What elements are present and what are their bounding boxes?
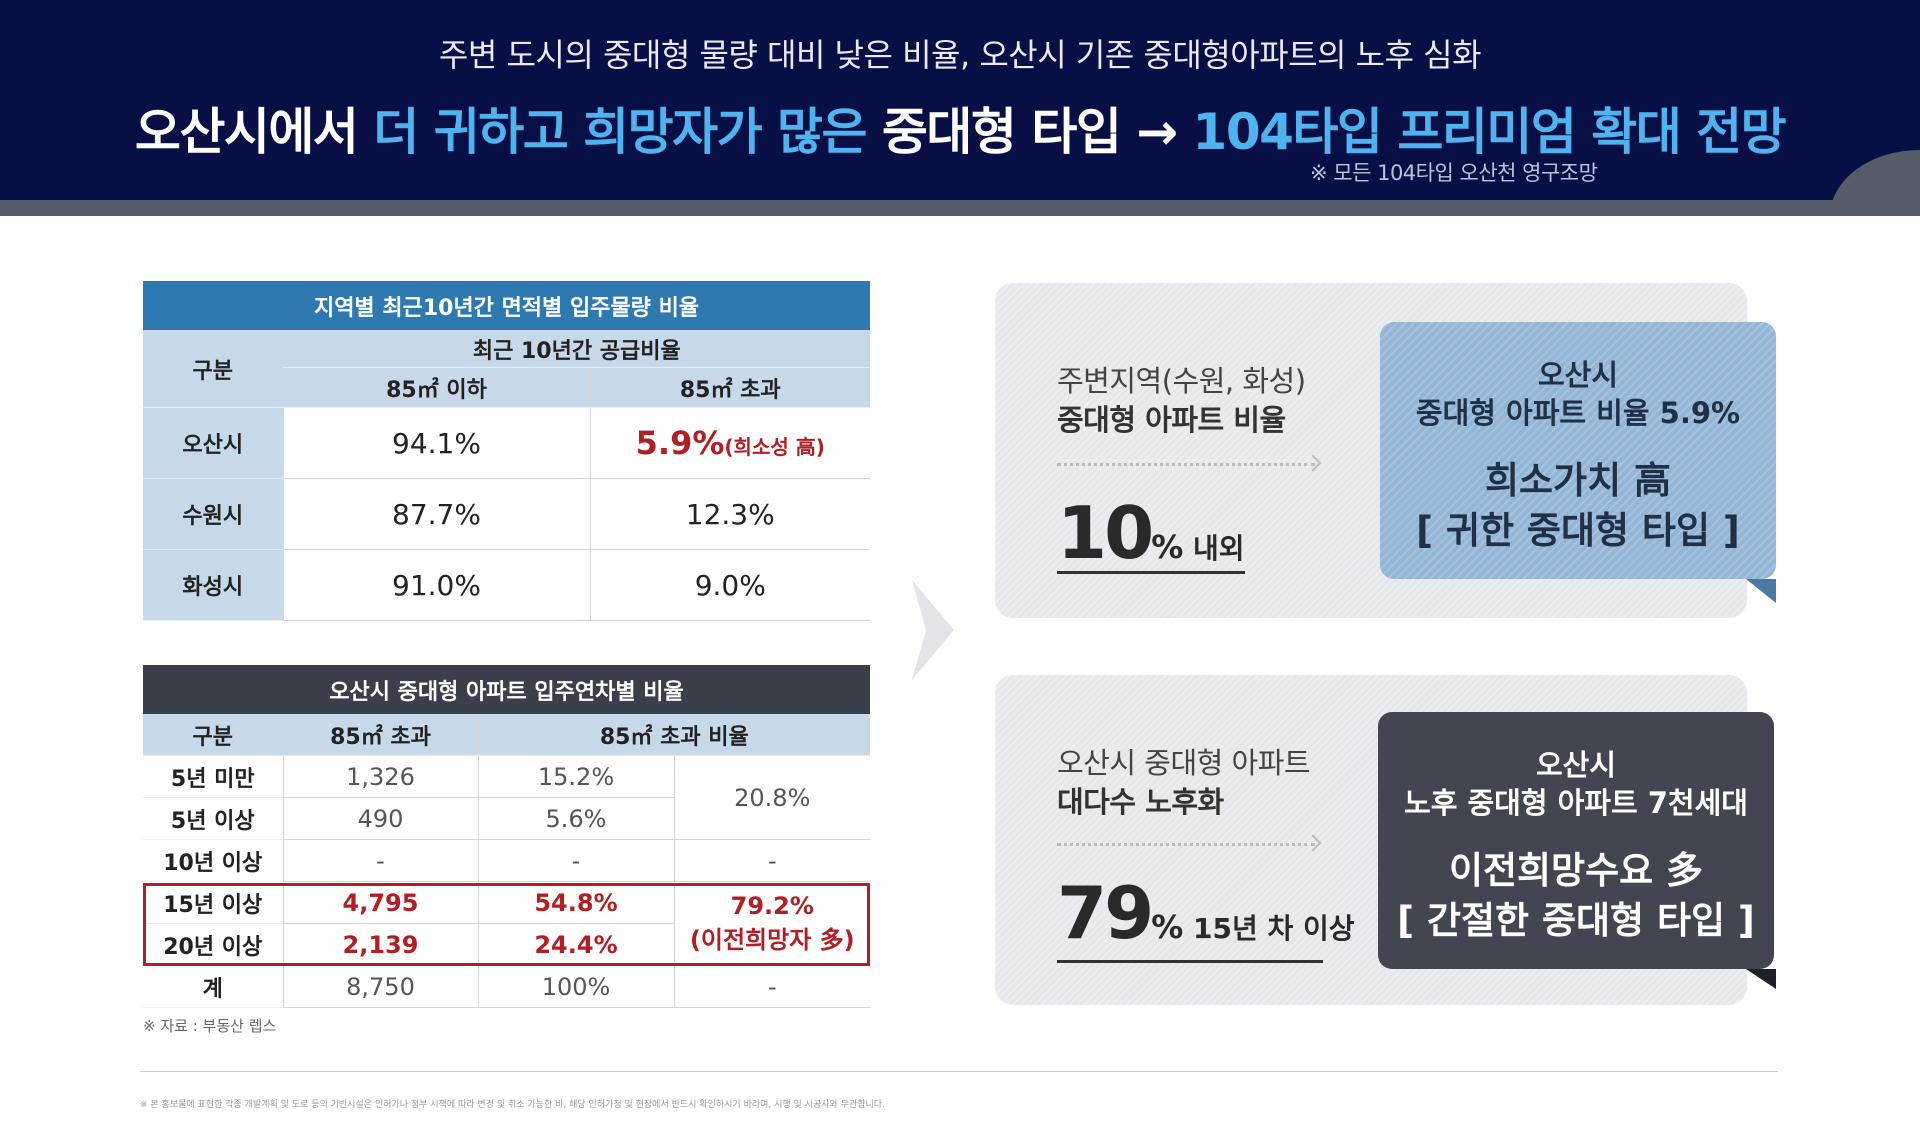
- rarity-note: (희소성 高): [724, 435, 825, 459]
- region-label: 오산시: [143, 407, 283, 479]
- header-banner: [0, 0, 1920, 200]
- title-highlight2: 104타입 프리미엄 확대 전망: [1192, 103, 1787, 161]
- callout1-line1: 오산시: [1537, 358, 1619, 392]
- age-label: 15년 이상: [143, 881, 283, 924]
- region-supply-table: 지역별 최근10년간 면적별 입주물량 비율 구분 최근 10년간 공급비율 8…: [143, 281, 871, 621]
- table-row: 계 8,750 100% -: [143, 965, 871, 1008]
- unit-ratio: -: [477, 839, 674, 882]
- unit-count: 490: [282, 797, 478, 840]
- unit-ratio: 5.6%: [477, 797, 674, 840]
- header-band: [0, 200, 1920, 216]
- table-row: 5년 이상 490 5.6%: [143, 797, 870, 840]
- dotted-arrow: [1057, 843, 1315, 846]
- source-note: ※ 자료 : 부동산 렙스: [143, 1017, 277, 1035]
- callout1-line4: [ 귀한 중대형 타입 ]: [1416, 509, 1740, 552]
- table2-col-group: 구분: [143, 713, 283, 756]
- unit-ratio: 24.4%: [477, 923, 674, 966]
- title-part1: 오산시에서: [134, 103, 374, 161]
- stat-suffix: 15년 차 이상: [1183, 912, 1355, 945]
- callout1-line3: 희소가치 高: [1484, 459, 1672, 502]
- footer-disclaimer: ※ 본 홍보물에 표현한 각종 개발계획 및 도로 등의 기반시설은 인허가나 …: [140, 1100, 885, 1110]
- chevron-right-icon: [912, 580, 954, 680]
- table1-col-header: 최근 10년간 공급비율: [282, 329, 871, 368]
- combined-ratio-old: 79.2% (이전희망자 多): [673, 881, 871, 966]
- callout-fold: [1746, 579, 1776, 603]
- table1-col-a: 85㎡ 이하: [282, 367, 590, 408]
- stat-number: 10: [1057, 491, 1154, 575]
- stat-unit: %: [1151, 528, 1184, 566]
- callout2-line4: [ 간절한 중대형 타입 ]: [1397, 899, 1755, 942]
- panel1-big-stat: 10% 내외: [1057, 491, 1245, 575]
- combined-ratio-old-value: 79.2%: [730, 892, 814, 920]
- table-row: 10년 이상 - - -: [143, 839, 871, 882]
- table1-title: 지역별 최근10년간 면적별 입주물량 비율: [143, 281, 871, 330]
- region-label: 화성시: [143, 549, 283, 621]
- panel1-label-line2: 중대형 아파트 비율: [1057, 403, 1286, 437]
- title-highlight1: 더 귀하고 희망자가 많은: [373, 103, 867, 161]
- table1-col-b: 85㎡ 초과: [589, 367, 871, 408]
- unit-count: 2,139: [282, 923, 478, 966]
- ratio-under-85: 91.0%: [282, 549, 590, 621]
- callout2-line1: 오산시: [1535, 748, 1617, 782]
- unit-count: -: [282, 839, 478, 882]
- table-row: 수원시 87.7% 12.3%: [143, 478, 871, 550]
- combined-ratio: -: [673, 839, 871, 882]
- panel2-big-stat: 79% 15년 차 이상: [1057, 871, 1355, 955]
- age-ratio-table: 오산시 중대형 아파트 입주연차별 비율 구분 85㎡ 초과 85㎡ 초과 비율…: [143, 665, 871, 1008]
- panel1-label-line1: 주변지역(수원, 화성): [1057, 364, 1306, 398]
- table-row: 오산시 94.1% 5.9%(희소성 高): [143, 407, 871, 479]
- table-row: 15년 이상 4,795 54.8% 79.2% (이전희망자 多): [143, 881, 871, 966]
- callout2-line3: 이전희망수요 多: [1448, 849, 1704, 892]
- header-subtitle: 주변 도시의 중대형 물량 대비 낮은 비율, 오산시 기존 중대형아파트의 노…: [438, 36, 1482, 74]
- callout-demand: 오산시 노후 중대형 아파트 7천세대 이전희망수요 多 [ 간절한 중대형 타…: [1378, 712, 1774, 969]
- unit-ratio: 100%: [477, 965, 674, 1008]
- title-part2: 중대형 타입 →: [866, 103, 1193, 161]
- ratio-over-85: 12.3%: [589, 478, 871, 550]
- ratio-under-85: 87.7%: [282, 478, 590, 550]
- unit-ratio: 54.8%: [477, 881, 674, 924]
- header-note: ※ 모든 104타입 오산천 영구조망: [1310, 161, 1598, 185]
- unit-count: 1,326: [282, 755, 478, 798]
- callout-fold: [1746, 969, 1776, 989]
- ratio-over-85: 5.9%: [635, 424, 725, 462]
- stat-underline: [1057, 571, 1245, 574]
- table2-col-b: 85㎡ 초과 비율: [477, 713, 871, 756]
- table-row: 화성시 91.0% 9.0%: [143, 549, 871, 621]
- ratio-under-85: 94.1%: [282, 407, 590, 479]
- stat-number: 79: [1057, 871, 1154, 955]
- age-label: 계: [143, 965, 283, 1008]
- ratio-over-85: 9.0%: [589, 549, 871, 621]
- stat-underline: [1057, 960, 1323, 963]
- age-label: 5년 미만: [143, 755, 283, 798]
- header-title: 오산시에서 더 귀하고 희망자가 많은 중대형 타입 → 104타입 프리미엄 …: [0, 92, 1920, 164]
- panel2-label-line2: 대다수 노후화: [1057, 785, 1224, 819]
- table1-col-group: 구분: [143, 329, 283, 408]
- region-label: 수원시: [143, 478, 283, 550]
- age-label: 10년 이상: [143, 839, 283, 882]
- callout-rarity: 오산시 중대형 아파트 비율 5.9% 희소가치 高 [ 귀한 중대형 타입 ]: [1380, 322, 1776, 579]
- unit-count: 8,750: [282, 965, 478, 1008]
- combined-ratio: -: [673, 965, 871, 1008]
- table-row: 5년 미만 1,326 15.2% 20.8%: [143, 755, 871, 840]
- table2-title: 오산시 중대형 아파트 입주연차별 비율: [143, 665, 871, 714]
- age-label: 5년 이상: [143, 797, 283, 840]
- callout2-line2: 노후 중대형 아파트 7천세대: [1404, 786, 1748, 820]
- dotted-arrow: [1057, 463, 1315, 466]
- stat-unit: %: [1151, 908, 1184, 946]
- panel2-label-line1: 오산시 중대형 아파트: [1057, 746, 1311, 780]
- stat-suffix: 내외: [1183, 532, 1245, 565]
- unit-ratio: 15.2%: [477, 755, 674, 798]
- unit-count: 4,795: [282, 881, 478, 924]
- callout1-line2: 중대형 아파트 비율 5.9%: [1415, 396, 1741, 430]
- ratio-over-85-cell: 5.9%(희소성 高): [589, 407, 871, 479]
- combined-ratio: 20.8%: [673, 755, 871, 840]
- footer-divider: [140, 1071, 1778, 1072]
- table-row: 20년 이상 2,139 24.4%: [143, 923, 870, 966]
- combined-ratio-old-note: (이전희망자 多): [689, 926, 855, 954]
- age-label: 20년 이상: [143, 923, 283, 966]
- table2-col-a: 85㎡ 초과: [282, 713, 478, 756]
